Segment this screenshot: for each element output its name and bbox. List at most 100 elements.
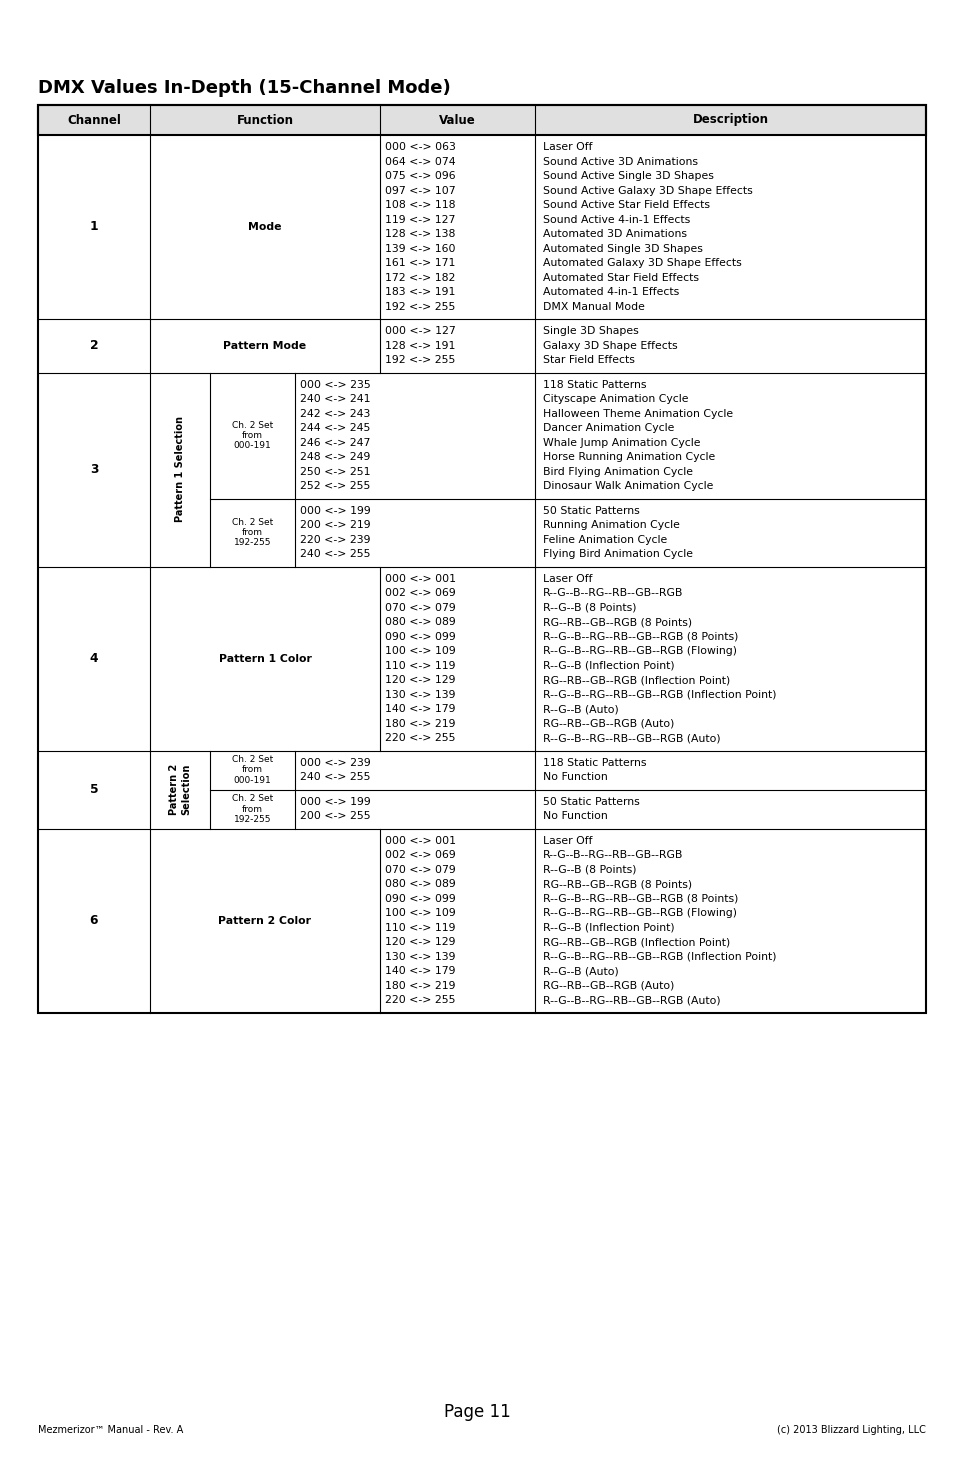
Text: Automated Single 3D Shapes: Automated Single 3D Shapes [542,243,702,254]
Text: Sound Active Galaxy 3D Shape Effects: Sound Active Galaxy 3D Shape Effects [542,186,752,196]
Text: R--G--B (Auto): R--G--B (Auto) [542,966,618,976]
Text: 172 <-> 182: 172 <-> 182 [385,273,455,283]
Text: 097 <-> 107: 097 <-> 107 [385,186,456,196]
Text: 240 <-> 255: 240 <-> 255 [299,549,370,559]
Text: 119 <-> 127: 119 <-> 127 [385,215,455,224]
Text: 4: 4 [90,652,98,665]
Text: R--G--B--RG--RB--GB--RGB (Auto): R--G--B--RG--RB--GB--RGB (Auto) [542,733,720,743]
Text: DMX Values In-Depth (15-Channel Mode): DMX Values In-Depth (15-Channel Mode) [38,80,450,97]
Text: 128 <-> 191: 128 <-> 191 [385,341,455,351]
Text: RG--RB--GB--RGB (8 Points): RG--RB--GB--RGB (8 Points) [542,617,691,627]
Text: 080 <-> 089: 080 <-> 089 [385,617,456,627]
Text: 220 <-> 255: 220 <-> 255 [385,996,455,1006]
Text: 118 Static Patterns: 118 Static Patterns [542,758,646,768]
Text: 246 <-> 247: 246 <-> 247 [299,438,370,448]
Text: 50 Static Patterns: 50 Static Patterns [542,796,639,807]
Text: 3: 3 [90,463,98,476]
Text: 2: 2 [90,339,98,353]
Text: 120 <-> 129: 120 <-> 129 [385,676,455,686]
Text: Sound Active Star Field Effects: Sound Active Star Field Effects [542,201,709,211]
Text: R--G--B (Inflection Point): R--G--B (Inflection Point) [542,923,674,932]
Text: Laser Off: Laser Off [542,142,592,152]
Text: 000 <-> 001: 000 <-> 001 [385,836,456,845]
Text: Star Field Effects: Star Field Effects [542,355,634,366]
Text: 000 <-> 127: 000 <-> 127 [385,326,456,336]
Text: Mezmerizor™ Manual - Rev. A: Mezmerizor™ Manual - Rev. A [38,1425,183,1435]
Text: Bird Flying Animation Cycle: Bird Flying Animation Cycle [542,466,692,476]
Text: 000 <-> 063: 000 <-> 063 [385,142,456,152]
Text: Mode: Mode [248,223,281,232]
Text: 240 <-> 241: 240 <-> 241 [299,394,370,404]
Text: Flying Bird Animation Cycle: Flying Bird Animation Cycle [542,549,692,559]
Text: 002 <-> 069: 002 <-> 069 [385,589,456,599]
Text: Laser Off: Laser Off [542,574,592,584]
Text: Sound Active 3D Animations: Sound Active 3D Animations [542,156,698,167]
Text: Pattern 1 Color: Pattern 1 Color [218,653,311,664]
Text: No Function: No Function [542,811,607,822]
Text: 220 <-> 255: 220 <-> 255 [385,733,455,743]
Text: Pattern 2
Selection: Pattern 2 Selection [169,764,191,816]
Text: 000 <-> 001: 000 <-> 001 [385,574,456,584]
Text: 50 Static Patterns: 50 Static Patterns [542,506,639,516]
Text: R--G--B--RG--RB--GB--RGB (8 Points): R--G--B--RG--RB--GB--RGB (8 Points) [542,631,738,642]
Text: 1: 1 [90,220,98,233]
Text: Function: Function [236,114,294,127]
Bar [38,105,925,1012]
Text: 000 <-> 235: 000 <-> 235 [299,379,371,389]
Text: 6: 6 [90,914,98,926]
Text: 242 <-> 243: 242 <-> 243 [299,409,370,419]
Text: Automated 3D Animations: Automated 3D Animations [542,229,686,239]
Text: 110 <-> 119: 110 <-> 119 [385,923,455,932]
Text: 139 <-> 160: 139 <-> 160 [385,243,455,254]
Text: Automated Galaxy 3D Shape Effects: Automated Galaxy 3D Shape Effects [542,258,741,268]
Text: 220 <-> 239: 220 <-> 239 [299,535,370,544]
Text: R--G--B (Auto): R--G--B (Auto) [542,704,618,714]
Text: Description: Description [692,114,768,127]
Text: Laser Off: Laser Off [542,836,592,845]
Text: RG--RB--GB--RGB (Inflection Point): RG--RB--GB--RGB (Inflection Point) [542,676,729,686]
Text: 240 <-> 255: 240 <-> 255 [299,773,370,782]
Text: 128 <-> 138: 128 <-> 138 [385,229,455,239]
Text: 000 <-> 199: 000 <-> 199 [299,506,371,516]
Text: 250 <-> 251: 250 <-> 251 [299,466,370,476]
Text: Dinosaur Walk Animation Cycle: Dinosaur Walk Animation Cycle [542,481,713,491]
Text: Galaxy 3D Shape Effects: Galaxy 3D Shape Effects [542,341,677,351]
Text: 080 <-> 089: 080 <-> 089 [385,879,456,889]
Text: R--G--B--RG--RB--GB--RGB: R--G--B--RG--RB--GB--RGB [542,589,682,599]
Text: RG--RB--GB--RGB (Inflection Point): RG--RB--GB--RGB (Inflection Point) [542,937,729,947]
Text: Ch. 2 Set
from
000-191: Ch. 2 Set from 000-191 [232,420,273,450]
Text: DMX Manual Mode: DMX Manual Mode [542,302,644,311]
Text: R--G--B--RG--RB--GB--RGB (Inflection Point): R--G--B--RG--RB--GB--RGB (Inflection Poi… [542,951,776,962]
Text: R--G--B (8 Points): R--G--B (8 Points) [542,603,636,612]
Bar [38,105,925,136]
Text: 000 <-> 239: 000 <-> 239 [299,758,371,768]
Text: 130 <-> 139: 130 <-> 139 [385,951,455,962]
Text: 002 <-> 069: 002 <-> 069 [385,850,456,860]
Text: Automated 4-in-1 Effects: Automated 4-in-1 Effects [542,288,679,298]
Text: 064 <-> 074: 064 <-> 074 [385,156,456,167]
Text: Running Animation Cycle: Running Animation Cycle [542,521,679,530]
Text: R--G--B--RG--RB--GB--RGB (Inflection Point): R--G--B--RG--RB--GB--RGB (Inflection Poi… [542,690,776,699]
Text: Sound Active 4-in-1 Effects: Sound Active 4-in-1 Effects [542,215,690,224]
Text: Pattern 2 Color: Pattern 2 Color [218,916,312,925]
Text: R--G--B--RG--RB--GB--RGB: R--G--B--RG--RB--GB--RGB [542,850,682,860]
Text: 120 <-> 129: 120 <-> 129 [385,937,455,947]
Text: 192 <-> 255: 192 <-> 255 [385,355,455,366]
Text: Automated Star Field Effects: Automated Star Field Effects [542,273,699,283]
Text: R--G--B--RG--RB--GB--RGB (8 Points): R--G--B--RG--RB--GB--RGB (8 Points) [542,894,738,904]
Text: 161 <-> 171: 161 <-> 171 [385,258,455,268]
Text: Whale Jump Animation Cycle: Whale Jump Animation Cycle [542,438,700,448]
Text: Cityscape Animation Cycle: Cityscape Animation Cycle [542,394,688,404]
Text: 110 <-> 119: 110 <-> 119 [385,661,455,671]
Text: Ch. 2 Set
from
192-255: Ch. 2 Set from 192-255 [232,794,273,825]
Text: R--G--B--RG--RB--GB--RGB (Flowing): R--G--B--RG--RB--GB--RGB (Flowing) [542,646,737,656]
Text: 252 <-> 255: 252 <-> 255 [299,481,370,491]
Text: 100 <-> 109: 100 <-> 109 [385,646,456,656]
Text: R--G--B--RG--RB--GB--RGB (Auto): R--G--B--RG--RB--GB--RGB (Auto) [542,996,720,1006]
Text: Sound Active Single 3D Shapes: Sound Active Single 3D Shapes [542,171,713,181]
Text: 180 <-> 219: 180 <-> 219 [385,981,455,991]
Text: 248 <-> 249: 248 <-> 249 [299,453,370,462]
Text: 090 <-> 099: 090 <-> 099 [385,631,456,642]
Text: Dancer Animation Cycle: Dancer Animation Cycle [542,423,674,434]
Text: Value: Value [438,114,476,127]
